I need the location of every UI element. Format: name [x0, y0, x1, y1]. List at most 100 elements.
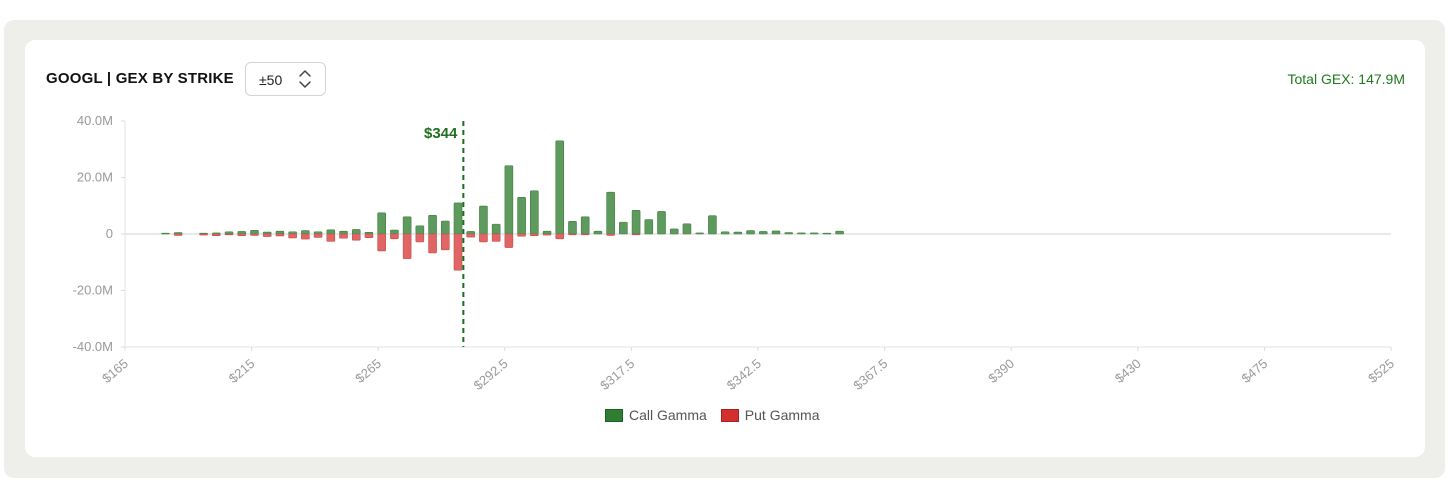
y-tick-label: -20.0M	[73, 283, 113, 298]
x-tick-label: $430	[1112, 356, 1144, 386]
call-gamma-bar	[695, 232, 704, 235]
call-gamma-bar	[758, 231, 768, 235]
call-gamma-bar	[224, 231, 234, 235]
legend-call-label: Call Gamma	[629, 407, 707, 423]
x-tick-label: $390	[985, 356, 1017, 386]
put-gamma-bar	[224, 233, 234, 236]
spot-price-label: $344	[424, 125, 458, 142]
put-gamma-bar	[250, 233, 259, 236]
call-gamma-bar	[479, 205, 488, 235]
call-gamma-bar	[720, 231, 730, 235]
put-gamma-bar	[377, 233, 386, 252]
call-gamma-bar	[657, 211, 666, 235]
x-tick-label: $342.5	[724, 356, 764, 393]
put-gamma-bar	[364, 233, 374, 238]
put-gamma-bar	[530, 233, 539, 236]
put-gamma-bar	[237, 233, 247, 236]
call-gamma-bar	[530, 190, 539, 235]
call-gamma-bar	[466, 231, 476, 235]
put-gamma-bar	[580, 233, 590, 236]
chart-legend: Call Gamma Put Gamma	[605, 406, 834, 424]
x-tick-label: $215	[226, 356, 258, 386]
put-gamma-bar	[568, 233, 577, 236]
put-gamma-bar	[173, 233, 183, 236]
call-gamma-bar	[402, 216, 412, 235]
put-gamma-bar	[606, 233, 615, 236]
put-gamma-bar	[504, 233, 514, 248]
strike-range-select[interactable]: ±50	[245, 62, 326, 96]
legend-put-label: Put Gamma	[744, 407, 820, 423]
gex-bar-chart: 40.0M 20.0M 0 -20.0M -40.0M $165 $215 $265 $292.…	[73, 113, 1397, 393]
call-gamma-bar	[631, 209, 641, 235]
x-tick-label: $367.5	[850, 356, 890, 393]
put-gamma-bar	[440, 233, 450, 251]
put-gamma-bar	[631, 233, 641, 236]
put-gamma-swatch	[720, 408, 739, 422]
strike-range-value: ±50	[259, 72, 283, 88]
call-gamma-bar	[708, 215, 717, 235]
call-gamma-bar	[351, 229, 361, 235]
put-gamma-bar	[402, 233, 412, 259]
call-gamma-bar	[733, 231, 743, 235]
call-gamma-bar	[771, 230, 781, 235]
call-gamma-bar	[237, 231, 247, 235]
call-gamma-bar	[822, 232, 832, 235]
call-gamma-bar	[619, 221, 628, 235]
call-gamma-bar	[835, 230, 844, 235]
put-gamma-bar	[313, 233, 323, 238]
put-gamma-bar	[453, 233, 463, 271]
y-tick-label: 40.0M	[77, 113, 113, 128]
x-tick-label: $525	[1365, 356, 1397, 386]
call-gamma-bar	[453, 202, 463, 235]
put-gamma-bar	[275, 233, 285, 237]
call-gamma-bar	[542, 230, 552, 235]
call-gamma-bar	[568, 220, 577, 235]
call-gamma-bar	[517, 196, 526, 235]
call-gamma-bar	[491, 223, 501, 235]
x-tick-label: $475	[1239, 356, 1271, 386]
legend-put-gamma[interactable]: Put Gamma	[720, 407, 820, 423]
call-gamma-bar	[377, 212, 386, 235]
put-gamma-bar	[390, 233, 399, 240]
call-gamma-bar	[555, 140, 565, 235]
x-tick-label: $165	[99, 356, 131, 386]
call-gamma-bar	[313, 231, 323, 235]
call-gamma-bar	[275, 230, 285, 235]
put-gamma-bar	[428, 233, 437, 254]
call-gamma-bar	[301, 230, 310, 235]
put-gamma-bar	[517, 233, 526, 237]
y-tick-label: -40.0M	[73, 339, 113, 354]
call-gamma-bar	[339, 230, 348, 235]
put-gamma-bar	[301, 233, 310, 240]
call-gamma-bar	[682, 223, 692, 235]
put-gamma-bar	[415, 233, 425, 243]
call-gamma-bar	[428, 215, 437, 235]
put-gamma-bar	[262, 233, 272, 237]
call-gamma-bar	[415, 225, 425, 235]
x-tick-label: $265	[352, 356, 384, 386]
put-gamma-bar	[339, 233, 348, 239]
chart-title: GOOGL | GEX BY STRIKE	[46, 70, 234, 87]
call-gamma-bar	[580, 216, 590, 235]
legend-call-gamma[interactable]: Call Gamma	[605, 407, 707, 423]
put-gamma-bar	[351, 233, 361, 241]
call-gamma-bar	[288, 231, 297, 235]
call-gamma-bar	[809, 232, 819, 235]
call-gamma-bar	[669, 228, 679, 235]
y-tick-label: 20.0M	[77, 170, 113, 185]
put-gamma-bar	[466, 233, 476, 238]
put-gamma-bar	[326, 233, 336, 242]
call-gamma-bar	[746, 230, 755, 235]
call-gamma-bar	[161, 232, 170, 235]
put-gamma-bar	[555, 233, 565, 240]
y-tick-label: 0	[106, 226, 113, 241]
call-gamma-bar	[440, 220, 450, 235]
put-gamma-bar	[199, 233, 208, 236]
call-gamma-bar	[326, 229, 336, 235]
call-gamma-bar	[606, 191, 615, 235]
call-gamma-bar	[250, 230, 259, 235]
gex-card: GOOGL | GEX BY STRIKE ±50 Total GEX: 147…	[25, 40, 1425, 457]
x-tick-label: $292.5	[471, 356, 511, 393]
chevron-up-down-icon	[299, 70, 311, 88]
call-gamma-bar	[504, 165, 514, 235]
